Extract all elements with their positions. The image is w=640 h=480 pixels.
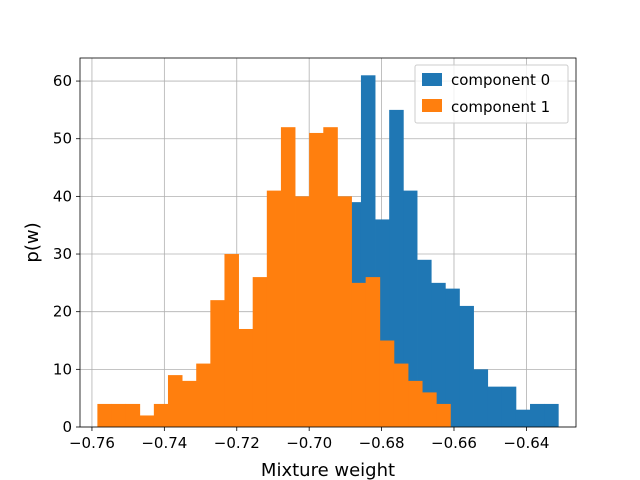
bar-component-1 (379, 340, 395, 427)
bar-component-0 (473, 369, 489, 427)
y-tick-label: 50 (53, 130, 72, 148)
y-axis-label: p(w) (22, 222, 43, 262)
y-tick-label: 10 (53, 360, 72, 378)
bar-component-0 (530, 403, 545, 427)
bar-component-1 (280, 127, 296, 427)
bar-component-1 (97, 403, 112, 427)
bar-component-1 (139, 415, 155, 427)
legend: component 0 component 1 (414, 64, 569, 124)
x-tick-label: −0.72 (214, 434, 260, 452)
bar-component-1 (125, 403, 141, 427)
histogram-bars (97, 75, 559, 427)
bar-component-1 (196, 363, 211, 427)
bar-component-1 (167, 375, 183, 427)
bar-component-1 (238, 328, 254, 427)
x-tick-label: −0.76 (69, 434, 115, 452)
bar-component-1 (323, 127, 338, 427)
bar-component-1 (266, 190, 282, 427)
bar-component-0 (445, 288, 460, 427)
bar-component-1 (111, 403, 127, 427)
bar-component-1 (295, 196, 310, 427)
bar-component-1 (436, 403, 451, 427)
axis-ticks: −0.76 −0.74 −0.72 −0.70 −0.68 −0.66 −0.64 0 10 20… (53, 72, 549, 452)
bar-component-1 (252, 277, 268, 427)
y-tick-label: 20 (53, 303, 72, 321)
bar-component-1 (153, 403, 169, 427)
plot-frame (79, 57, 577, 428)
bar-component-1 (337, 196, 352, 427)
y-tick-label: 0 (62, 418, 72, 436)
bar-component-1 (365, 277, 381, 427)
legend-label-component-1: component 1 (451, 98, 550, 116)
x-tick-label: −0.74 (141, 434, 187, 452)
bar-component-0 (459, 305, 474, 427)
y-tick-label: 60 (53, 72, 72, 90)
y-tick-label: 40 (53, 187, 72, 205)
bar-component-1 (422, 392, 437, 427)
y-tick-label: 30 (53, 245, 72, 263)
bar-component-0 (501, 386, 517, 427)
bar-component-1 (351, 282, 367, 427)
bar-component-0 (487, 386, 503, 427)
bar-component-1 (224, 254, 239, 427)
legend-swatch-component-1 (422, 99, 442, 112)
x-tick-label: −0.70 (286, 434, 332, 452)
x-tick-label: −0.68 (359, 434, 405, 452)
bar-component-0 (544, 403, 559, 427)
x-tick-label: −0.64 (503, 434, 549, 452)
bar-component-1 (309, 132, 324, 427)
x-axis-label: Mixture weight (261, 460, 395, 480)
legend-label-component-0: component 0 (451, 71, 550, 89)
bar-component-1 (182, 380, 197, 427)
bar-component-1 (408, 380, 423, 427)
legend-swatch-component-0 (422, 73, 442, 86)
bar-component-0 (515, 409, 531, 427)
bar-component-1 (393, 363, 409, 427)
x-tick-label: −0.66 (431, 434, 477, 452)
bar-component-1 (210, 300, 225, 427)
legend-box (414, 64, 569, 124)
bar-component-0 (431, 282, 446, 427)
